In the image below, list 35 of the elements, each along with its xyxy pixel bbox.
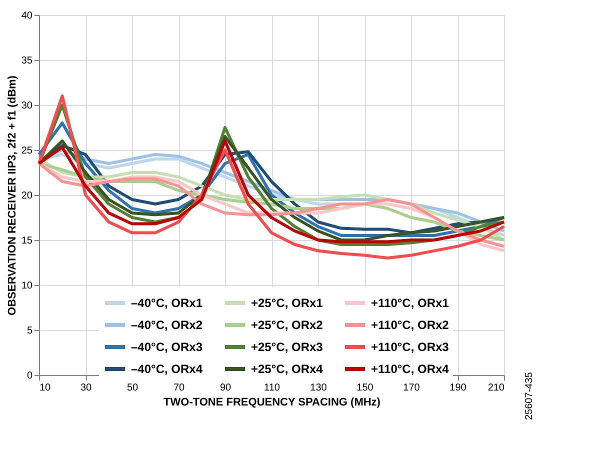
y-tick-label: 40 xyxy=(21,10,33,22)
y-tick-label: 35 xyxy=(21,56,33,66)
y-tick-label: 30 xyxy=(21,100,33,112)
x-tick-label: 10 xyxy=(40,382,52,394)
legend-label: +25°C, ORx4 xyxy=(251,362,324,376)
legend-label: +25°C, ORx3 xyxy=(251,340,324,354)
x-tick-label: 130 xyxy=(310,382,328,394)
y-axis-title: OBSERVATION RECEIVER IIP3, 2f2 + f1 (dBm) xyxy=(6,75,18,316)
legend-label: +110°C, ORx3 xyxy=(371,340,450,354)
y-tick-label: 20 xyxy=(21,190,33,202)
text: 25607-435 xyxy=(524,372,535,420)
legend-label: +110°C, ORx2 xyxy=(371,318,450,332)
legend-label: +25°C, ORx1 xyxy=(251,296,324,310)
legend-label: –40°C, ORx3 xyxy=(131,340,203,354)
y-tick-label: 5 xyxy=(26,326,33,336)
x-tick-label: 70 xyxy=(173,382,185,394)
x-tick-label: 50 xyxy=(126,382,138,394)
x-tick-label: 170 xyxy=(403,382,420,394)
x-tick-label: 150 xyxy=(356,382,374,394)
y-tick-label: 0 xyxy=(26,370,33,382)
legend-label: –40°C, ORx4 xyxy=(131,362,203,376)
legend-label: –40°C, ORx1 xyxy=(131,296,203,310)
x-tick-label: 190 xyxy=(450,382,467,394)
y-tick-label: 25 xyxy=(21,146,33,156)
y-tick-label: 15 xyxy=(21,236,33,246)
x-tick-label: 110 xyxy=(264,382,280,394)
legend-label: +110°C, ORx4 xyxy=(371,362,450,376)
legend-label: +110°C, ORx1 xyxy=(371,296,450,310)
legend-label: –40°C, ORx2 xyxy=(131,318,203,332)
x-tick-label: 210 xyxy=(488,382,505,394)
x-axis-title: TWO-TONE FREQUENCY SPACING (MHz) xyxy=(164,396,381,408)
legend-label: +25°C, ORx2 xyxy=(251,318,324,332)
y-tick-label: 10 xyxy=(21,280,33,292)
x-tick-label: 90 xyxy=(220,382,232,394)
x-tick-label: 30 xyxy=(80,382,92,394)
